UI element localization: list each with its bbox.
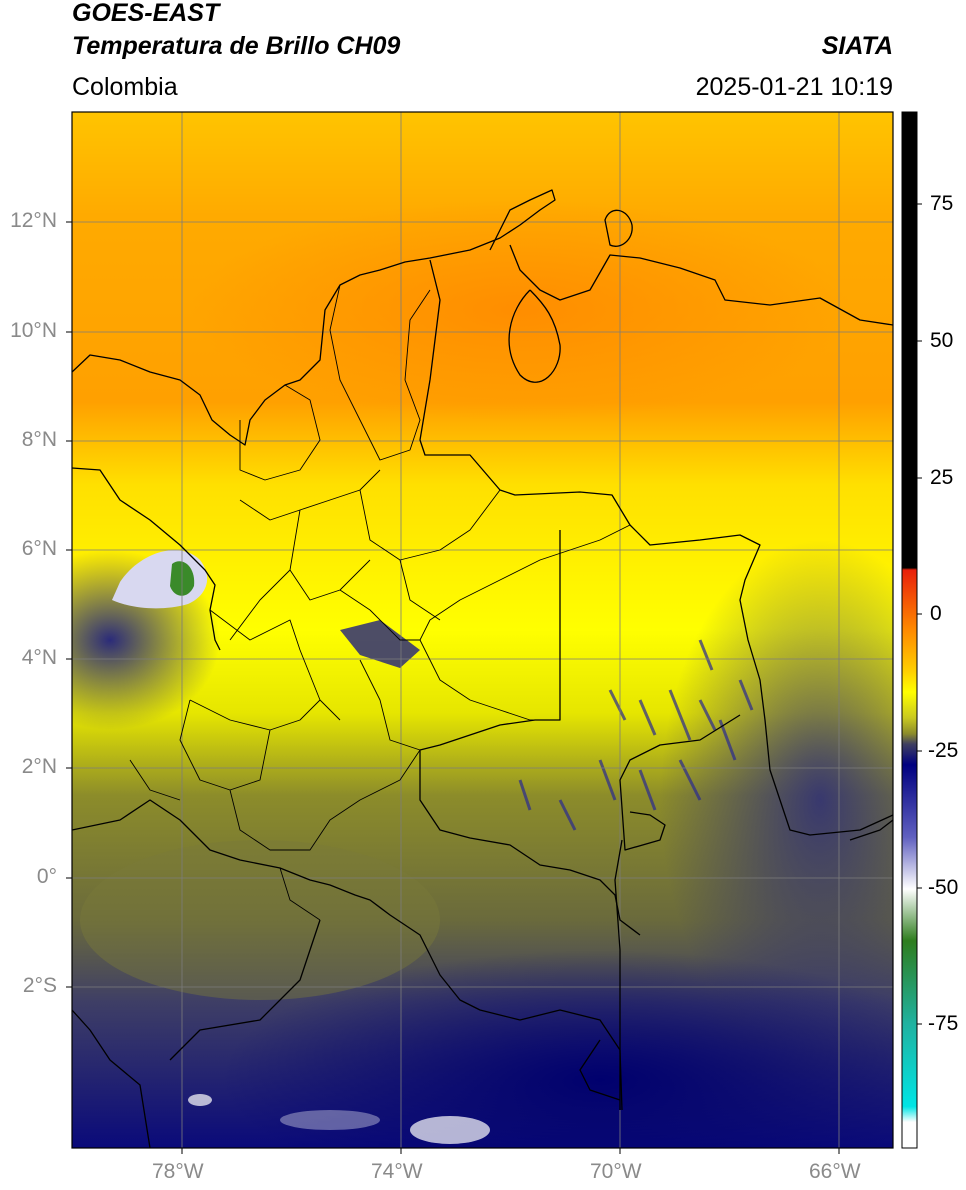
lon-tick-label: 78°W — [152, 1160, 204, 1183]
lat-tick-label: 2°S — [22, 974, 57, 997]
cold-region-east — [660, 540, 893, 1060]
satellite-title: GOES-EAST — [72, 0, 220, 27]
lat-tick-label: 2°N — [21, 755, 57, 778]
colorbar-tick-label: 25 — [930, 466, 954, 489]
lat-tick-label: 6°N — [21, 537, 57, 560]
colorbar-tick-label: -25 — [928, 739, 959, 762]
lat-tick-label: 0° — [36, 865, 57, 888]
datetime-label: 2025-01-21 10:19 — [695, 73, 893, 101]
cloud-band-center — [340, 620, 420, 668]
lat-tick-label: 4°N — [21, 646, 57, 669]
colorbar-tick-marks — [917, 203, 922, 1025]
lon-tick-label: 66°W — [809, 1160, 861, 1183]
cold-region-south — [220, 950, 893, 1148]
source-label: SIATA — [821, 32, 893, 60]
colorbar-tick-label: -75 — [928, 1012, 959, 1035]
lat-tick-label: 8°N — [21, 428, 57, 451]
product-title: Temperatura de Brillo CH09 — [72, 32, 401, 60]
colorbar-tick-label: 75 — [930, 192, 954, 215]
lat-tick-label: 10°N — [10, 319, 57, 342]
warm-region-north — [190, 200, 850, 420]
cloud-streaks-east — [518, 639, 754, 831]
lon-tick-label: 70°W — [590, 1160, 642, 1183]
colorbar-tick-label: 0 — [930, 602, 942, 625]
lat-tick-label: 12°N — [10, 209, 57, 232]
colorbar-tick-label: -50 — [928, 876, 959, 899]
region-label: Colombia — [72, 73, 178, 101]
department-borders — [129, 284, 631, 921]
map-tick-marks — [66, 221, 840, 1154]
country-borders — [72, 189, 893, 1148]
map-frame — [71, 111, 894, 1149]
olive-region-southwest — [80, 840, 440, 1000]
colorbar — [901, 111, 918, 1149]
southern-cold-cloud-patches — [188, 1094, 490, 1144]
lon-tick-label: 74°W — [371, 1160, 423, 1183]
colorbar-tick-label: 50 — [930, 329, 954, 352]
graticule — [72, 112, 893, 1148]
